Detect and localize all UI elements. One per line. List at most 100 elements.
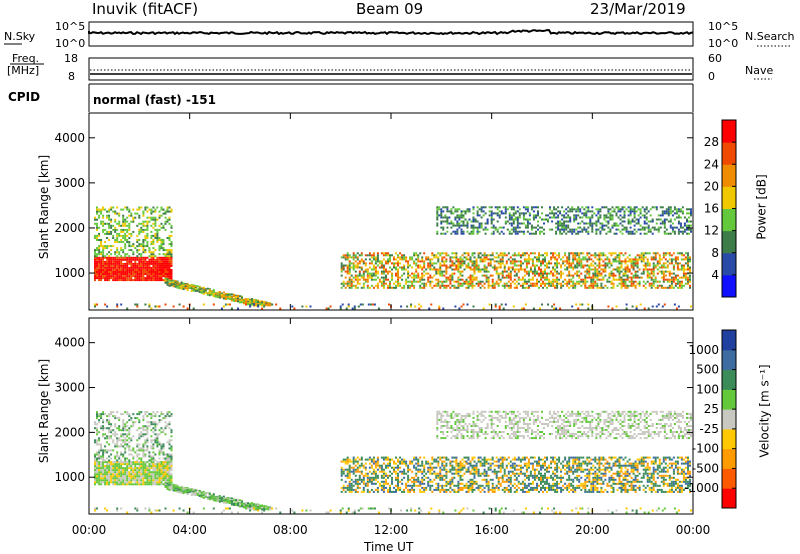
power-cell	[592, 274, 595, 277]
velocity-cell	[122, 421, 125, 424]
power-cell	[144, 260, 147, 263]
power-cell	[497, 282, 500, 285]
velocity-cell	[150, 421, 153, 424]
power-cell	[140, 271, 143, 273]
power-cell	[491, 254, 494, 257]
power-cell	[626, 264, 629, 267]
power-cell	[536, 282, 538, 285]
power-cell	[620, 264, 623, 267]
power-cell	[100, 273, 103, 275]
power-cell	[639, 216, 642, 219]
power-cell	[352, 252, 355, 255]
power-cell	[134, 256, 137, 259]
power-cell	[473, 278, 476, 281]
velocity-cell	[158, 429, 161, 432]
power-cell	[512, 230, 515, 233]
power-cell	[116, 260, 119, 263]
power-cell	[610, 282, 613, 285]
power-cell	[624, 284, 627, 287]
power-cell	[481, 280, 484, 283]
velocity-cell	[98, 449, 101, 452]
power-cell	[612, 252, 615, 255]
power-cell	[114, 260, 117, 263]
power-cell	[350, 280, 353, 283]
power-cell	[120, 273, 123, 275]
power-cell	[350, 284, 353, 287]
power-cell	[665, 212, 668, 215]
power-cell	[642, 258, 645, 261]
velocity-cell	[98, 439, 101, 442]
power-cell	[603, 224, 606, 227]
power-cell	[108, 226, 111, 229]
velocity-cell	[158, 421, 161, 424]
power-cell	[433, 274, 436, 277]
power-cell	[112, 279, 115, 282]
power-cell	[421, 286, 424, 289]
velocity-cell	[94, 475, 96, 478]
power-cell	[579, 226, 582, 229]
power-cell	[516, 206, 519, 209]
power-cell	[110, 245, 113, 248]
power-cell	[146, 228, 149, 231]
power-cell	[385, 268, 387, 271]
power-cell	[162, 253, 165, 256]
power-cell	[475, 266, 478, 269]
velocity-cell	[108, 429, 111, 432]
power-cell	[471, 254, 474, 257]
power-cell	[352, 262, 355, 265]
power-cell	[130, 256, 133, 259]
power-cell	[634, 256, 637, 259]
power-cell	[634, 286, 637, 289]
velocity-cell	[126, 465, 129, 468]
velocity-cell	[156, 483, 159, 486]
power-cell	[509, 262, 512, 265]
velocity-cell	[162, 457, 165, 460]
power-cell	[96, 247, 98, 250]
power-cell	[122, 218, 125, 221]
power-cell	[458, 224, 461, 227]
velocity-cell	[128, 483, 131, 486]
velocity-cell	[166, 488, 169, 490]
power-cell	[142, 251, 145, 254]
power-cell	[385, 262, 387, 265]
power-cell	[561, 228, 564, 231]
power-cell	[481, 284, 484, 287]
power-cell	[166, 249, 169, 252]
power-cell	[467, 254, 470, 257]
power-cell	[663, 220, 666, 223]
power-cell	[673, 226, 676, 229]
power-cell	[565, 224, 568, 227]
power-cell	[118, 212, 121, 215]
velocity-cell	[100, 477, 103, 480]
velocity-cell	[100, 425, 103, 428]
power-cell	[662, 270, 665, 273]
power-cell	[370, 262, 373, 265]
power-cell	[684, 258, 687, 261]
power-cell	[622, 284, 625, 287]
power-cell	[239, 301, 241, 304]
power-cell	[445, 252, 448, 255]
power-cell	[168, 282, 171, 285]
power-cell	[523, 258, 526, 261]
power-cell	[395, 272, 397, 275]
velocity-cell	[102, 451, 105, 454]
velocity-cell	[122, 423, 125, 426]
power-cell	[603, 218, 606, 221]
power-cell	[397, 260, 399, 263]
power-cell	[96, 212, 98, 215]
power-cell	[664, 270, 667, 273]
power-cell	[438, 305, 441, 308]
power-cell	[122, 279, 125, 282]
power-cell	[146, 241, 149, 243]
velocity-cell	[166, 425, 169, 428]
power-cell	[391, 286, 393, 289]
power-cell	[96, 271, 98, 273]
power-cell	[134, 266, 137, 269]
power-cell	[108, 208, 111, 211]
power-cell	[497, 272, 500, 275]
power-cell	[122, 234, 125, 237]
power-cell	[132, 251, 135, 254]
power-cell	[473, 272, 476, 275]
power-cell	[148, 262, 151, 265]
power-cell	[626, 268, 629, 271]
